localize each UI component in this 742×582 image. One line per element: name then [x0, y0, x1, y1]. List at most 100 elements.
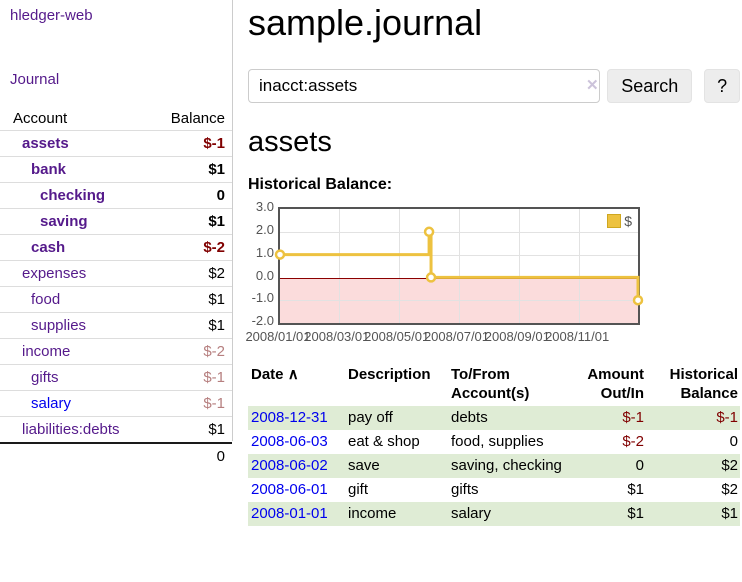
- account-link[interactable]: income: [22, 343, 71, 360]
- account-row: gifts $-1: [0, 364, 232, 391]
- account-row: income $-2: [0, 338, 232, 365]
- gridline: [519, 209, 521, 324]
- account-row: assets $-1: [0, 130, 232, 157]
- transaction-balance: $1: [721, 505, 738, 523]
- account-balance: $-2: [152, 234, 232, 261]
- account-row: food $1: [0, 286, 232, 313]
- register-header-row: Date ∧ Description To/From Account(s) Am…: [248, 363, 740, 406]
- historical-balance-chart: $ 2008/01/01 2008/03/01 2008/05/01 2008/07/…: [245, 199, 740, 350]
- balance-line-series: [274, 226, 644, 306]
- legend-label: $: [624, 213, 632, 230]
- sidebar: hledger-web Journal Account Balance asse…: [0, 0, 233, 469]
- transaction-amount: $1: [627, 505, 644, 523]
- register-table: Date ∧ Description To/From Account(s) Am…: [248, 363, 740, 527]
- transaction-balance: $2: [721, 457, 738, 475]
- table-row: 2008-06-01 gift gifts $1 $2: [248, 478, 740, 502]
- account-balance: $2: [152, 260, 232, 287]
- transaction-date-link[interactable]: 2008-12-31: [251, 409, 328, 427]
- search-input[interactable]: [248, 69, 601, 104]
- transaction-date-link[interactable]: 2008-06-01: [251, 481, 328, 499]
- account-heading: assets: [248, 126, 332, 159]
- table-row: 2008-06-02 save saving, checking 0 $2: [248, 454, 740, 479]
- table-row: 2008-06-03 eat & shop food, supplies $-2 0: [248, 430, 740, 454]
- x-axis-tick-label: 2008/09/01: [484, 329, 550, 345]
- transaction-date-link[interactable]: 2008-01-01: [251, 505, 328, 523]
- table-row: 2008-01-01 income salary $1 $1: [248, 502, 740, 527]
- chart-legend: $: [604, 212, 635, 231]
- account-balance: $1: [152, 416, 232, 443]
- account-row: bank $1: [0, 156, 232, 183]
- account-balance: 0: [152, 182, 232, 209]
- date-column-header[interactable]: Date ∧: [251, 366, 299, 384]
- x-axis-tick-label: 2008/11/01: [545, 329, 610, 345]
- transaction-date-link[interactable]: 2008-06-03: [251, 433, 328, 451]
- transaction-description: gift: [348, 481, 369, 499]
- account-link[interactable]: cash: [31, 239, 66, 256]
- search-button[interactable]: Search: [607, 69, 693, 104]
- account-link[interactable]: bank: [31, 161, 67, 178]
- gridline: [338, 209, 340, 324]
- account-link[interactable]: food: [31, 291, 61, 308]
- accounts-header-row: Account Balance: [0, 107, 232, 131]
- x-axis-tick-label: 2008/01/01: [245, 329, 311, 345]
- account-column-header: Account: [13, 110, 68, 127]
- transaction-balance: 0: [729, 433, 738, 451]
- account-row: checking 0: [0, 182, 232, 209]
- y-axis-tick-label: -2.0: [251, 313, 274, 329]
- table-row: 2008-12-31 pay off debts $-1 $-1: [248, 406, 740, 431]
- account-balance: $1: [152, 286, 232, 313]
- transaction-amount: $-2: [622, 433, 644, 451]
- y-axis-tick-label: 3.0: [255, 199, 274, 215]
- sidebar-item-journal[interactable]: Journal: [10, 71, 60, 88]
- x-axis-tick-label: 2008/07/01: [423, 329, 490, 345]
- account-link[interactable]: liabilities:debts: [22, 421, 120, 438]
- account-link[interactable]: supplies: [31, 317, 87, 334]
- account-row: saving $1: [0, 208, 232, 235]
- transaction-description: pay off: [348, 409, 393, 427]
- account-row: salary $-1: [0, 390, 232, 417]
- transaction-date-link[interactable]: 2008-06-02: [251, 457, 328, 475]
- gridline: [398, 209, 400, 324]
- gridline: [280, 300, 638, 302]
- account-row: expenses $2: [0, 260, 232, 287]
- balance-column-header: Historical Balance: [669, 366, 738, 403]
- accounts-total-row: 0: [0, 442, 232, 469]
- transaction-description: eat & shop: [348, 433, 420, 451]
- accounts-total-balance: 0: [152, 442, 232, 469]
- plot-area: $: [274, 207, 644, 326]
- account-link[interactable]: gifts: [31, 369, 59, 386]
- gridline: [579, 209, 581, 324]
- account-link[interactable]: checking: [40, 187, 106, 204]
- register-body: 2008-12-31 pay off debts $-1 $-1 2008-06-03 ea…: [248, 406, 740, 527]
- gridline: [280, 232, 638, 234]
- transaction-amount: 0: [635, 457, 644, 475]
- account-row: supplies $1: [0, 312, 232, 339]
- y-axis-tick-label: 1.0: [255, 244, 274, 260]
- account-balance: $-1: [152, 130, 232, 157]
- transaction-accounts: food, supplies: [451, 433, 544, 451]
- balance-column-header: Balance: [170, 110, 225, 127]
- y-axis-tick-label: 2.0: [255, 222, 274, 238]
- transaction-accounts: saving, checking: [451, 457, 562, 475]
- account-balance: $-1: [152, 364, 232, 391]
- transaction-amount: $1: [627, 481, 644, 499]
- search-form: ✕ Search ?: [248, 69, 740, 104]
- account-link[interactable]: expenses: [22, 265, 87, 282]
- accounts-column-header: To/From Account(s): [451, 366, 530, 403]
- transaction-accounts: gifts: [451, 481, 479, 499]
- amount-column-header: Amount Out/In: [587, 366, 644, 403]
- page-title: sample.journal: [248, 2, 483, 43]
- accounts-body: assets $-1 bank $1 checking 0 saving $1 cash $-2 e…: [0, 130, 232, 443]
- main-content: sample.journal ✕ Search ? assets Histori…: [245, 0, 740, 527]
- app-title-link[interactable]: hledger-web: [10, 7, 93, 24]
- help-button[interactable]: ?: [704, 69, 740, 104]
- account-link[interactable]: salary: [31, 395, 72, 412]
- account-link[interactable]: assets: [22, 135, 69, 152]
- account-link[interactable]: saving: [40, 213, 88, 230]
- clear-search-icon[interactable]: ✕: [586, 77, 599, 95]
- account-balance: $1: [152, 156, 232, 183]
- account-balance: $-2: [152, 338, 232, 365]
- transaction-accounts: salary: [451, 505, 492, 523]
- account-balance: $1: [152, 312, 232, 339]
- transaction-balance: $2: [721, 481, 738, 499]
